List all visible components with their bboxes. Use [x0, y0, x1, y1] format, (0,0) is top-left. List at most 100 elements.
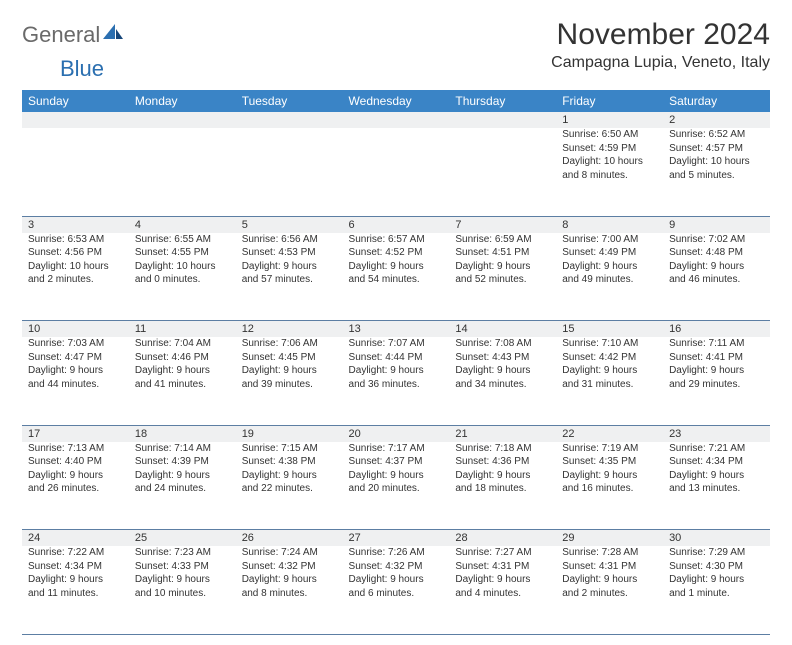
daylight-text: and 2 minutes. [28, 273, 123, 287]
sunrise-text: Sunrise: 7:22 AM [28, 546, 123, 560]
sunrise-text: Sunrise: 7:28 AM [562, 546, 657, 560]
daylight-text: Daylight: 9 hours [28, 469, 123, 483]
day-cell: Sunrise: 7:19 AMSunset: 4:35 PMDaylight:… [556, 442, 663, 530]
day-number-cell: 4 [129, 216, 236, 233]
sunrise-text: Sunrise: 6:55 AM [135, 233, 230, 247]
day-cell [236, 128, 343, 216]
day-cell: Sunrise: 6:55 AMSunset: 4:55 PMDaylight:… [129, 233, 236, 321]
day-cell: Sunrise: 7:23 AMSunset: 4:33 PMDaylight:… [129, 546, 236, 634]
sunrise-text: Sunrise: 7:14 AM [135, 442, 230, 456]
calendar-body: 12Sunrise: 6:50 AMSunset: 4:59 PMDayligh… [22, 112, 770, 634]
day-cell: Sunrise: 7:13 AMSunset: 4:40 PMDaylight:… [22, 442, 129, 530]
daylight-text: Daylight: 9 hours [28, 573, 123, 587]
day-cell: Sunrise: 7:02 AMSunset: 4:48 PMDaylight:… [663, 233, 770, 321]
logo-sail-icon [102, 23, 124, 48]
sunrise-text: Sunrise: 7:27 AM [455, 546, 550, 560]
daylight-text: and 26 minutes. [28, 482, 123, 496]
sunset-text: Sunset: 4:49 PM [562, 246, 657, 260]
day-number-row: 3456789 [22, 216, 770, 233]
day-cell: Sunrise: 7:03 AMSunset: 4:47 PMDaylight:… [22, 337, 129, 425]
col-saturday: Saturday [663, 90, 770, 112]
day-cell: Sunrise: 7:21 AMSunset: 4:34 PMDaylight:… [663, 442, 770, 530]
daylight-text: Daylight: 9 hours [562, 469, 657, 483]
sunset-text: Sunset: 4:35 PM [562, 455, 657, 469]
daylight-text: Daylight: 10 hours [135, 260, 230, 274]
sunset-text: Sunset: 4:31 PM [562, 560, 657, 574]
day-number-cell: 27 [343, 530, 450, 547]
daylight-text: Daylight: 9 hours [349, 469, 444, 483]
daylight-text: and 39 minutes. [242, 378, 337, 392]
sunrise-text: Sunrise: 7:08 AM [455, 337, 550, 351]
sunrise-text: Sunrise: 7:15 AM [242, 442, 337, 456]
day-cell: Sunrise: 7:07 AMSunset: 4:44 PMDaylight:… [343, 337, 450, 425]
daylight-text: and 22 minutes. [242, 482, 337, 496]
daylight-text: Daylight: 9 hours [669, 364, 764, 378]
day-cell: Sunrise: 7:15 AMSunset: 4:38 PMDaylight:… [236, 442, 343, 530]
month-title: November 2024 [551, 18, 770, 52]
day-cell: Sunrise: 6:57 AMSunset: 4:52 PMDaylight:… [343, 233, 450, 321]
daylight-text: and 6 minutes. [349, 587, 444, 601]
daylight-text: and 20 minutes. [349, 482, 444, 496]
day-cell [343, 128, 450, 216]
sunrise-text: Sunrise: 7:24 AM [242, 546, 337, 560]
sunrise-text: Sunrise: 7:04 AM [135, 337, 230, 351]
daylight-text: Daylight: 10 hours [562, 155, 657, 169]
sunset-text: Sunset: 4:34 PM [28, 560, 123, 574]
day-cell: Sunrise: 7:24 AMSunset: 4:32 PMDaylight:… [236, 546, 343, 634]
day-number-cell [236, 112, 343, 128]
daylight-text: and 41 minutes. [135, 378, 230, 392]
day-cell [449, 128, 556, 216]
day-cell: Sunrise: 6:52 AMSunset: 4:57 PMDaylight:… [663, 128, 770, 216]
sunrise-text: Sunrise: 6:53 AM [28, 233, 123, 247]
sunrise-text: Sunrise: 7:23 AM [135, 546, 230, 560]
daylight-text: Daylight: 9 hours [135, 573, 230, 587]
day-content-row: Sunrise: 6:50 AMSunset: 4:59 PMDaylight:… [22, 128, 770, 216]
day-number-cell: 23 [663, 425, 770, 442]
daylight-text: Daylight: 9 hours [135, 364, 230, 378]
daylight-text: Daylight: 10 hours [669, 155, 764, 169]
day-number-cell: 28 [449, 530, 556, 547]
day-number-cell: 29 [556, 530, 663, 547]
col-wednesday: Wednesday [343, 90, 450, 112]
day-number-cell: 12 [236, 321, 343, 338]
sunset-text: Sunset: 4:32 PM [242, 560, 337, 574]
day-cell: Sunrise: 7:29 AMSunset: 4:30 PMDaylight:… [663, 546, 770, 634]
day-number-cell: 16 [663, 321, 770, 338]
daylight-text: Daylight: 9 hours [562, 573, 657, 587]
sunrise-text: Sunrise: 6:56 AM [242, 233, 337, 247]
daylight-text: and 34 minutes. [455, 378, 550, 392]
daylight-text: and 31 minutes. [562, 378, 657, 392]
daylight-text: Daylight: 9 hours [349, 260, 444, 274]
day-number-cell: 22 [556, 425, 663, 442]
daylight-text: Daylight: 9 hours [455, 364, 550, 378]
daylight-text: and 29 minutes. [669, 378, 764, 392]
day-number-cell: 3 [22, 216, 129, 233]
day-content-row: Sunrise: 6:53 AMSunset: 4:56 PMDaylight:… [22, 233, 770, 321]
sunset-text: Sunset: 4:34 PM [669, 455, 764, 469]
daylight-text: Daylight: 9 hours [669, 469, 764, 483]
daylight-text: Daylight: 10 hours [28, 260, 123, 274]
weekday-header-row: Sunday Monday Tuesday Wednesday Thursday… [22, 90, 770, 112]
day-number-cell: 17 [22, 425, 129, 442]
sunset-text: Sunset: 4:38 PM [242, 455, 337, 469]
day-number-cell: 20 [343, 425, 450, 442]
day-number-row: 12 [22, 112, 770, 128]
daylight-text: and 0 minutes. [135, 273, 230, 287]
sunrise-text: Sunrise: 7:13 AM [28, 442, 123, 456]
day-cell: Sunrise: 7:06 AMSunset: 4:45 PMDaylight:… [236, 337, 343, 425]
title-block: November 2024 Campagna Lupia, Veneto, It… [551, 18, 770, 72]
sunset-text: Sunset: 4:36 PM [455, 455, 550, 469]
day-number-cell: 25 [129, 530, 236, 547]
daylight-text: Daylight: 9 hours [135, 469, 230, 483]
day-cell: Sunrise: 6:56 AMSunset: 4:53 PMDaylight:… [236, 233, 343, 321]
sunset-text: Sunset: 4:39 PM [135, 455, 230, 469]
sunrise-text: Sunrise: 7:18 AM [455, 442, 550, 456]
day-number-row: 10111213141516 [22, 321, 770, 338]
col-friday: Friday [556, 90, 663, 112]
sunrise-text: Sunrise: 7:10 AM [562, 337, 657, 351]
daylight-text: and 36 minutes. [349, 378, 444, 392]
day-number-cell: 7 [449, 216, 556, 233]
sunset-text: Sunset: 4:53 PM [242, 246, 337, 260]
sunset-text: Sunset: 4:59 PM [562, 142, 657, 156]
sunset-text: Sunset: 4:32 PM [349, 560, 444, 574]
